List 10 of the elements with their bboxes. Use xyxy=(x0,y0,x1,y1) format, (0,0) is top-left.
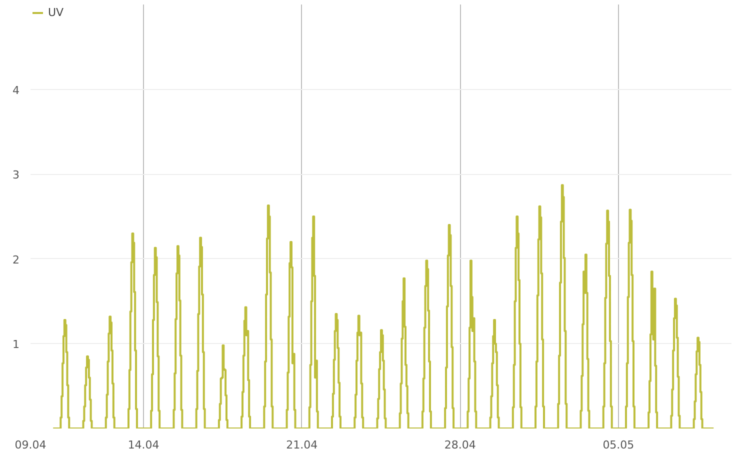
x-tick-label: 09.04 xyxy=(14,438,46,451)
y-tick-label: 2 xyxy=(12,253,20,266)
x-tick-label: 05.05 xyxy=(602,438,634,451)
y-tick-label: 4 xyxy=(12,84,20,97)
legend-label: UV xyxy=(48,6,65,19)
y-tick-label: 1 xyxy=(12,338,20,352)
x-tick-label: 28.04 xyxy=(444,438,476,451)
x-tick-label: 14.04 xyxy=(128,438,160,451)
y-tick-label: 3 xyxy=(12,168,20,182)
x-tick-label: 21.04 xyxy=(286,438,318,451)
